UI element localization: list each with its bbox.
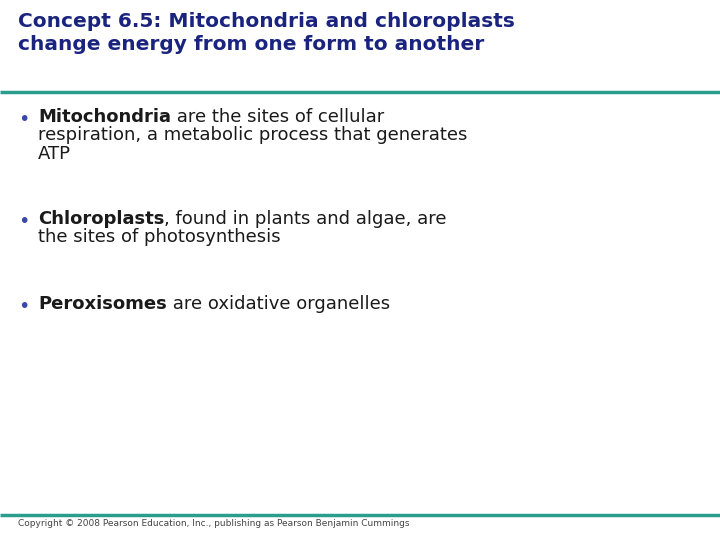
Text: , found in plants and algae, are: , found in plants and algae, are (164, 210, 447, 228)
Text: Chloroplasts: Chloroplasts (38, 210, 164, 228)
Text: Copyright © 2008 Pearson Education, Inc., publishing as Pearson Benjamin Cumming: Copyright © 2008 Pearson Education, Inc.… (18, 519, 410, 528)
Text: Concept 6.5: Mitochondria and chloroplasts
change energy from one form to anothe: Concept 6.5: Mitochondria and chloroplas… (18, 12, 515, 54)
Text: are the sites of cellular: are the sites of cellular (171, 108, 384, 126)
Text: Mitochondria: Mitochondria (38, 108, 171, 126)
Text: are oxidative organelles: are oxidative organelles (167, 295, 390, 313)
Text: Peroxisomes: Peroxisomes (38, 295, 167, 313)
Text: •: • (18, 297, 30, 316)
Text: •: • (18, 110, 30, 129)
Text: respiration, a metabolic process that generates: respiration, a metabolic process that ge… (38, 126, 467, 145)
Text: •: • (18, 212, 30, 231)
Text: the sites of photosynthesis: the sites of photosynthesis (38, 228, 281, 246)
Text: ATP: ATP (38, 145, 71, 163)
